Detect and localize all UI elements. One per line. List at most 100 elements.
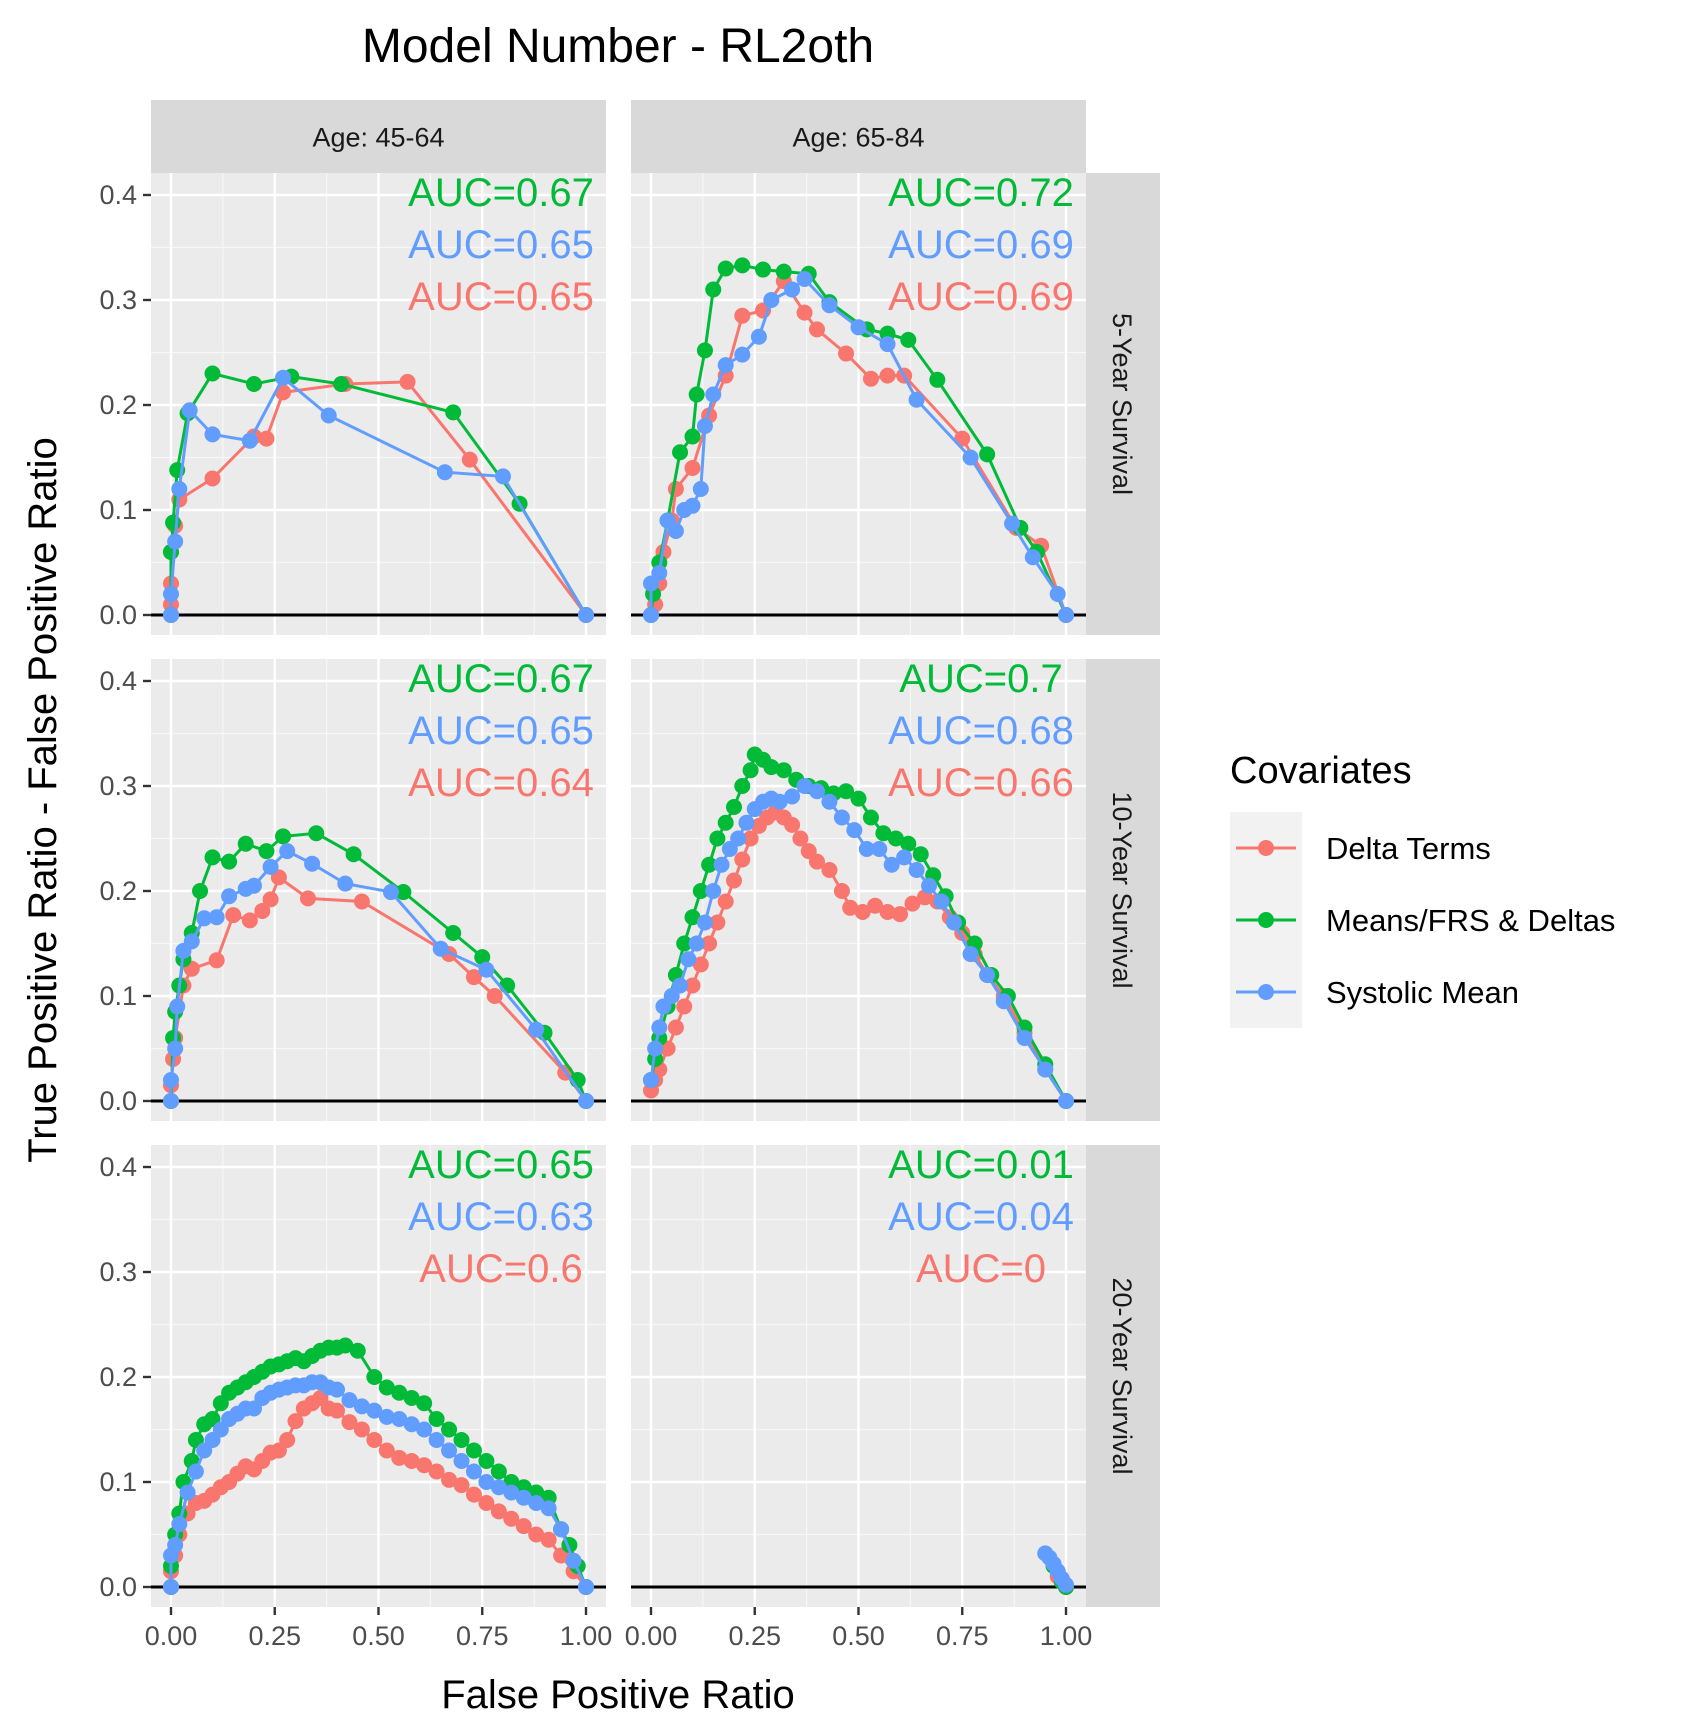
y-tick-label: 0.3 xyxy=(99,285,137,315)
data-point xyxy=(1037,1061,1054,1078)
data-point xyxy=(391,1411,408,1427)
data-point xyxy=(478,1495,495,1511)
data-point xyxy=(441,1442,458,1459)
data-point xyxy=(692,481,709,497)
data-point xyxy=(921,877,938,894)
data-point xyxy=(196,910,213,927)
auc-label: AUC=0.65 xyxy=(408,1143,594,1187)
data-point xyxy=(366,1402,383,1419)
data-point xyxy=(684,428,701,445)
y-tick-label: 0.4 xyxy=(99,180,137,210)
data-point xyxy=(684,460,701,476)
x-tick-label: 0.00 xyxy=(625,1621,678,1651)
data-point xyxy=(465,1442,482,1459)
data-point xyxy=(225,907,242,924)
data-point xyxy=(187,1463,204,1480)
data-point xyxy=(933,893,950,910)
panel: AUC=0.65 AUC=0.63 AUC=0.6 0.0 0.1 0.2 0.3 0.4 0.… xyxy=(99,1143,612,1651)
data-point xyxy=(262,858,279,875)
data-point xyxy=(465,969,482,986)
data-point xyxy=(929,371,946,388)
data-point xyxy=(241,432,258,449)
y-tick-label: 0.2 xyxy=(99,876,137,906)
chart-title: Model Number - RL2oth xyxy=(362,20,874,73)
data-point xyxy=(478,1474,495,1490)
data-point xyxy=(1004,515,1021,532)
data-point xyxy=(204,426,221,443)
data-point xyxy=(1058,1576,1074,1593)
data-point xyxy=(775,263,792,280)
legend-title: Covariates xyxy=(1230,750,1412,792)
data-point xyxy=(892,906,908,923)
data-point xyxy=(717,814,734,831)
data-point xyxy=(821,862,838,878)
row-strip-label: 10-Year Survival xyxy=(1107,791,1137,988)
data-point xyxy=(738,814,755,831)
data-point xyxy=(842,899,859,916)
data-point xyxy=(221,888,238,905)
data-point xyxy=(742,830,759,847)
data-point xyxy=(490,1503,507,1520)
row-strip-label: 5-Year Survival xyxy=(1107,313,1137,495)
data-point xyxy=(391,1384,408,1401)
legend-label: Delta Terms xyxy=(1326,831,1491,866)
legend-label: Means/FRS & Deltas xyxy=(1326,903,1615,938)
data-point xyxy=(167,1537,184,1553)
data-point xyxy=(784,281,801,298)
data-point xyxy=(495,468,511,485)
y-tick-label: 0.0 xyxy=(99,600,137,630)
data-point xyxy=(792,830,809,847)
data-point xyxy=(445,925,462,941)
row-strip xyxy=(1086,1145,1160,1607)
data-point xyxy=(887,830,904,847)
data-point xyxy=(192,883,209,899)
data-point xyxy=(565,1552,582,1569)
data-point xyxy=(391,1449,408,1466)
data-point xyxy=(275,828,292,845)
data-point xyxy=(821,793,838,810)
data-point xyxy=(838,783,855,800)
data-point xyxy=(416,1421,433,1438)
data-point xyxy=(204,849,221,866)
data-point xyxy=(875,825,892,842)
data-point xyxy=(692,883,709,899)
data-point xyxy=(833,809,850,826)
data-point xyxy=(345,846,362,863)
auc-label: AUC=0.67 xyxy=(408,171,594,215)
data-point xyxy=(349,1342,366,1359)
data-point xyxy=(850,790,867,807)
data-point xyxy=(1058,607,1074,623)
data-point xyxy=(540,1531,557,1548)
data-point xyxy=(904,895,921,912)
data-point xyxy=(453,1432,470,1448)
data-point xyxy=(705,281,722,298)
data-point xyxy=(490,1479,507,1496)
data-point xyxy=(399,373,416,390)
data-point xyxy=(709,830,726,847)
data-point xyxy=(403,1390,420,1406)
data-point xyxy=(578,607,594,623)
data-point xyxy=(353,1398,370,1415)
data-point xyxy=(667,481,684,497)
data-point xyxy=(378,1379,395,1396)
data-point xyxy=(742,762,759,779)
data-point xyxy=(528,1021,545,1038)
data-point xyxy=(688,386,705,403)
data-point xyxy=(962,449,979,466)
y-tick-label: 0.1 xyxy=(99,495,137,525)
data-point xyxy=(796,304,813,321)
panel: AUC=0.01 AUC=0.04 AUC=0 0.00 0.25 0.50 0.75 1.0… xyxy=(625,1143,1093,1651)
data-point xyxy=(796,778,813,794)
data-point xyxy=(676,998,693,1015)
data-point xyxy=(171,1516,188,1532)
auc-label: AUC=0.72 xyxy=(888,171,1074,215)
y-tick-label: 0.2 xyxy=(99,1362,137,1392)
data-point xyxy=(204,470,221,487)
data-point xyxy=(503,1484,520,1501)
data-point xyxy=(651,1019,668,1036)
data-point xyxy=(734,346,751,363)
data-point xyxy=(945,914,962,931)
data-point xyxy=(163,1579,179,1595)
data-point xyxy=(684,977,701,994)
y-tick-label: 0.4 xyxy=(99,1152,137,1182)
